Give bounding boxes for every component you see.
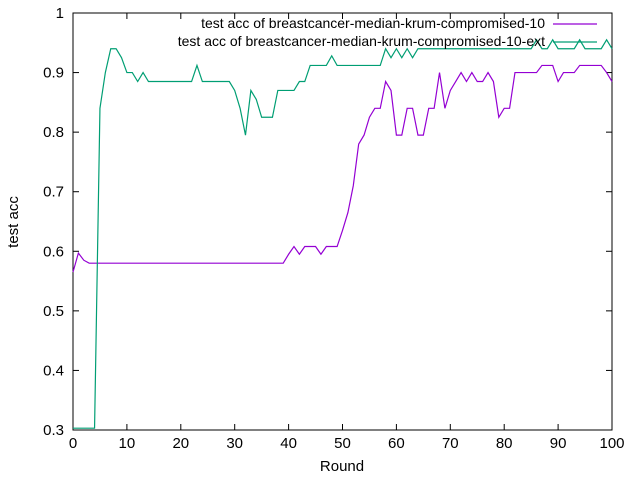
x-tick-label: 0 bbox=[69, 435, 77, 452]
legend-label-series-2: test acc of breastcancer-median-krum-com… bbox=[178, 33, 545, 49]
x-tick-label: 90 bbox=[550, 435, 567, 452]
legend: test acc of breastcancer-median-krum-com… bbox=[178, 15, 597, 49]
y-tick-label: 1 bbox=[56, 5, 64, 22]
y-tick-label: 0.9 bbox=[43, 65, 64, 82]
x-tick-label: 20 bbox=[172, 435, 189, 452]
x-tick-label: 50 bbox=[334, 435, 351, 452]
x-tick-label: 40 bbox=[280, 435, 297, 452]
x-tick-label: 100 bbox=[599, 435, 624, 452]
x-tick-label: 10 bbox=[119, 435, 136, 452]
x-tick-label: 60 bbox=[388, 435, 405, 452]
y-tick-label: 0.7 bbox=[43, 184, 64, 201]
x-tick-label: 80 bbox=[496, 435, 513, 452]
legend-label-series-1: test acc of breastcancer-median-krum-com… bbox=[201, 15, 545, 31]
plot-area: 0 10 20 30 40 50 60 70 80 90 100 0.3 0.4 0.5 0.6 0.7 0.8… bbox=[43, 5, 624, 452]
series-line-1 bbox=[72, 64, 613, 273]
y-tick-label: 0.8 bbox=[43, 124, 64, 141]
y-axis-label: test acc bbox=[5, 196, 22, 248]
x-tick-label: 70 bbox=[442, 435, 459, 452]
plot-frame bbox=[72, 12, 613, 431]
x-axis-label: Round bbox=[320, 458, 364, 475]
y-tick-label: 0.4 bbox=[43, 362, 64, 379]
series-line-2 bbox=[73, 38, 613, 429]
x-tick-label: 30 bbox=[226, 435, 243, 452]
y-tick-label: 0.5 bbox=[43, 303, 64, 320]
series-layer bbox=[72, 38, 613, 429]
y-tick-label: 0.6 bbox=[43, 243, 64, 260]
y-tick-label: 0.3 bbox=[43, 422, 64, 439]
